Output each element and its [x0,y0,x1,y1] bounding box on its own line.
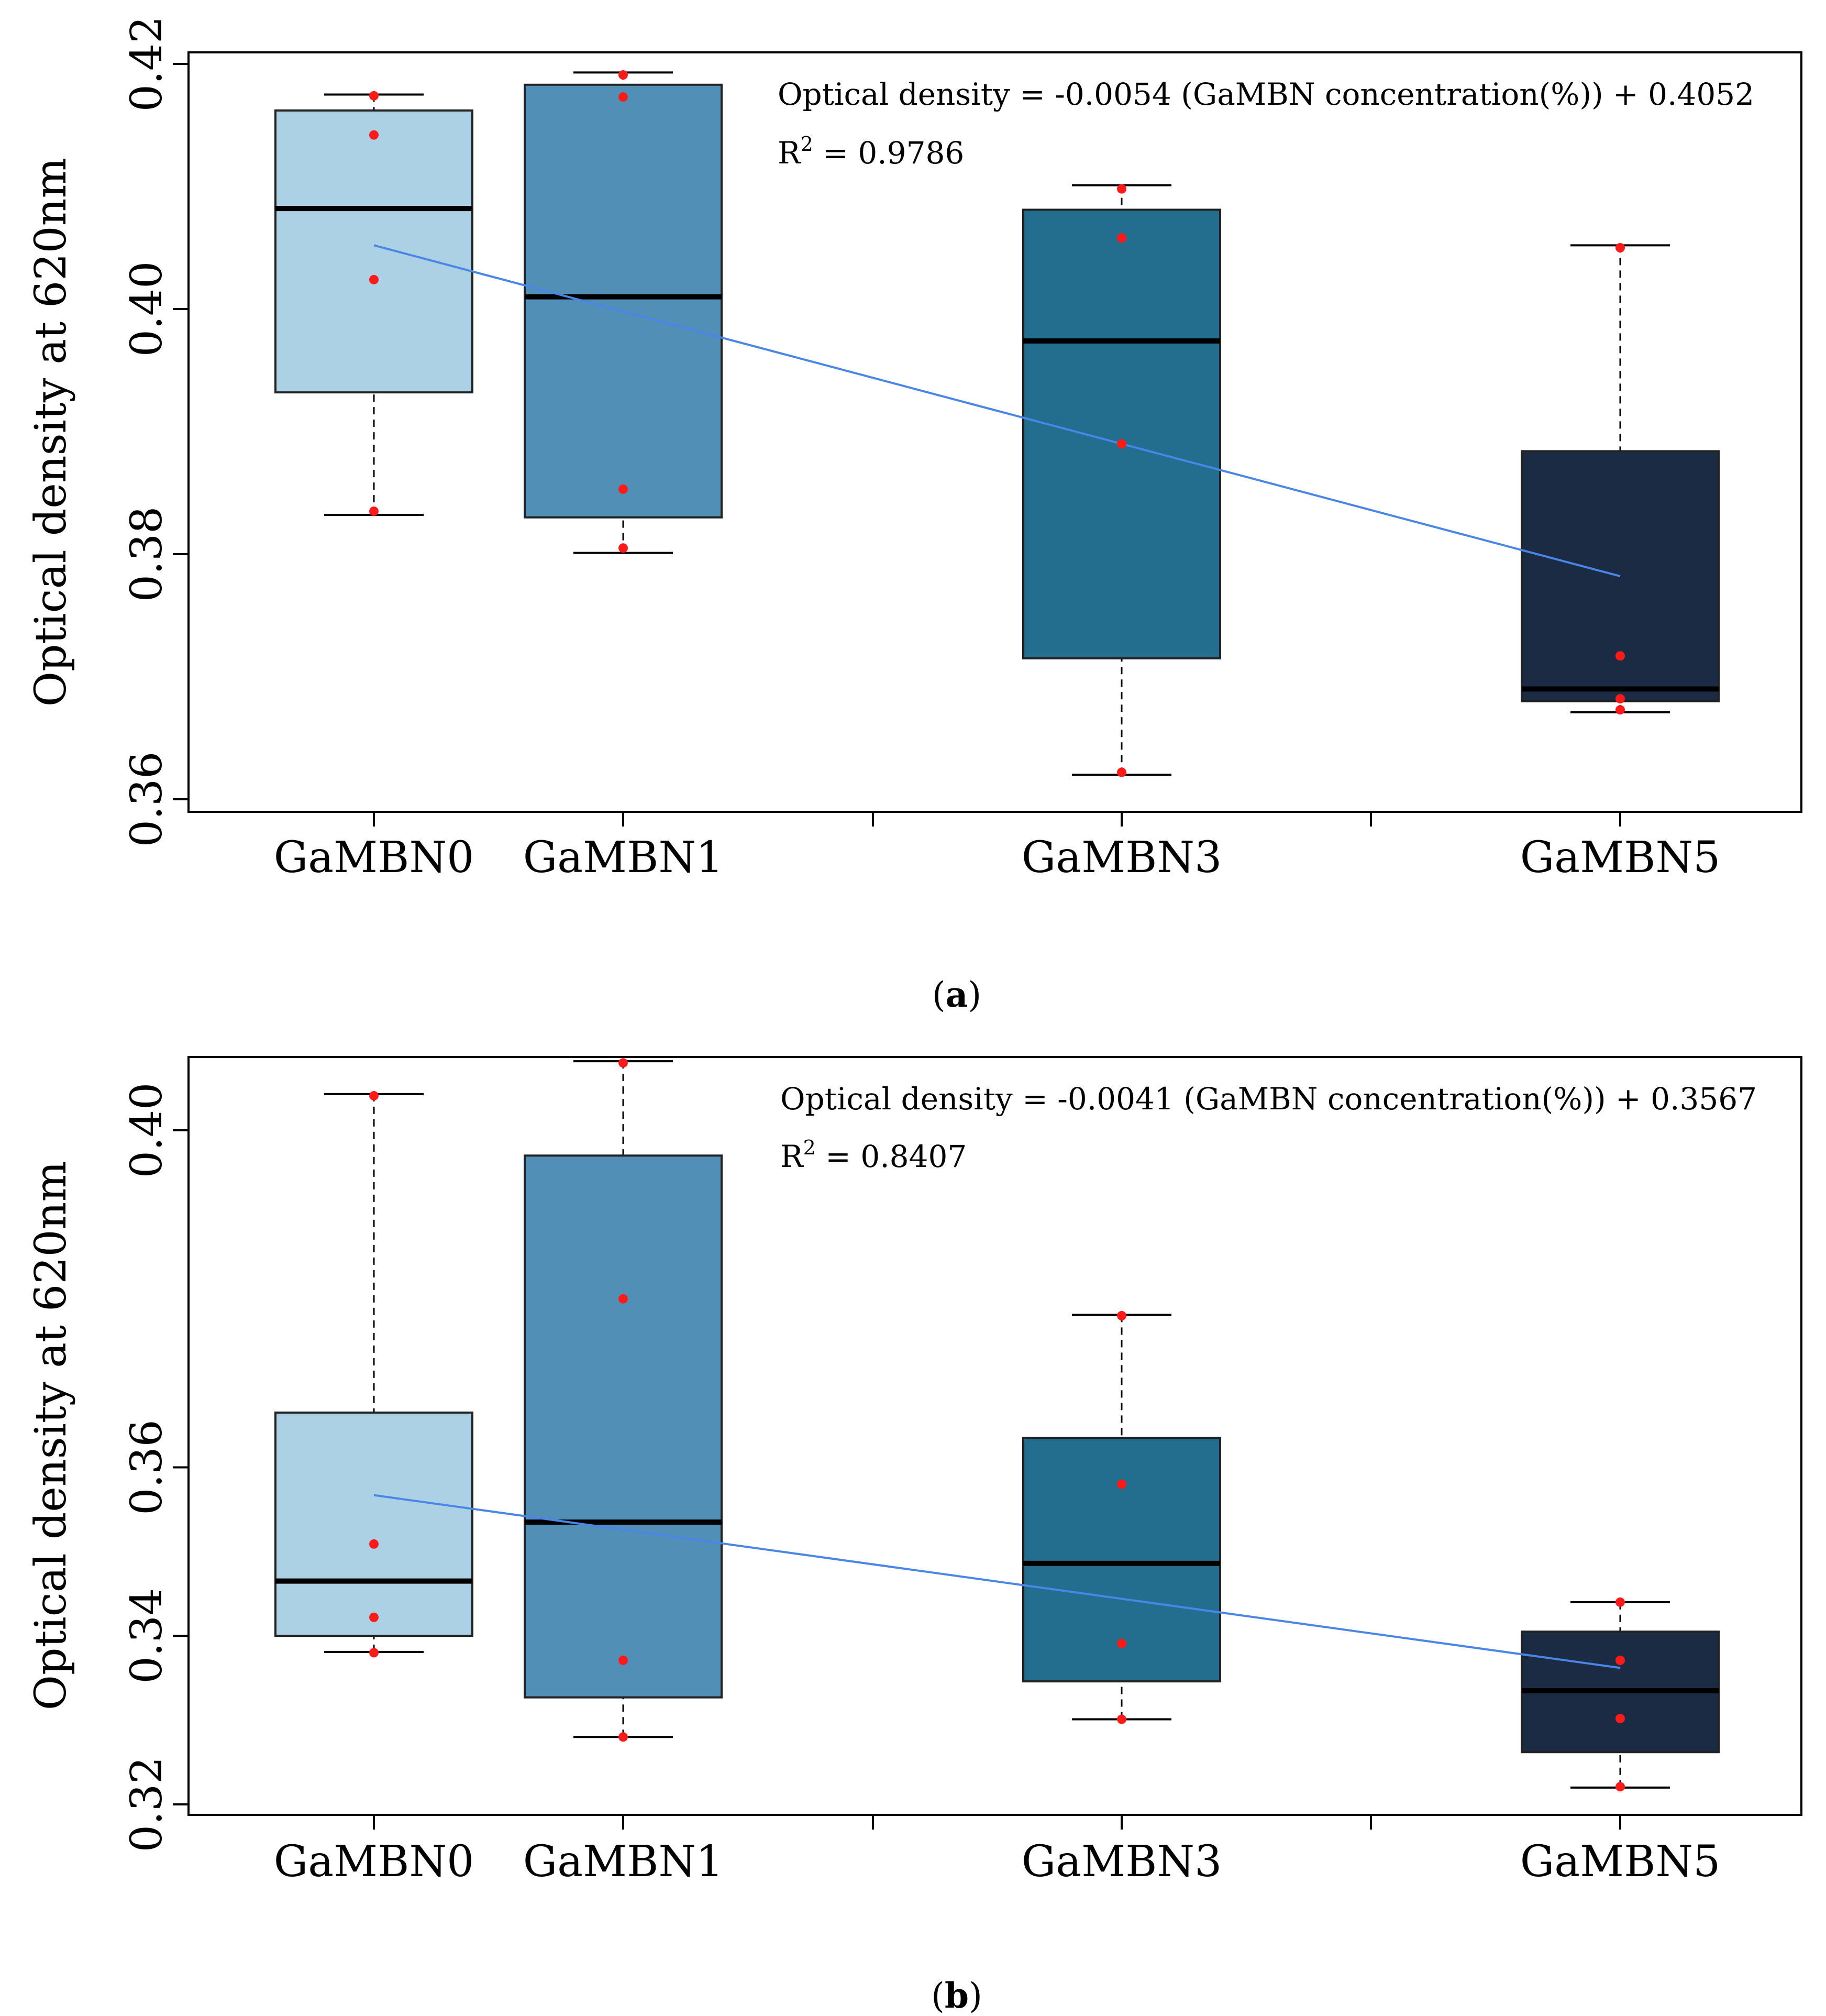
data-point [1117,1714,1126,1724]
data-point [618,1058,628,1068]
data-point [1615,1655,1625,1665]
regression-equation: Optical density = -0.0041 (GaMBN concent… [780,1081,1757,1117]
y-tick-label: 0.32 [122,1757,172,1853]
data-point [1117,767,1126,777]
data-point [1615,1713,1625,1723]
data-point [1117,233,1126,243]
data-point [369,1091,379,1101]
panel-a: 0.36 0.38 0.40 0.42 GaMBN0 GaMBN1 GaMBN3 GaMBN5… [26,16,1802,1015]
plot-frame [187,1056,1802,1816]
y-tick-label: 0.40 [122,1083,172,1178]
data-point [1615,651,1625,661]
data-point [369,1539,379,1549]
data-point [1117,1638,1126,1648]
box-gambn3 [1022,208,1221,659]
y-axis-title: Optical density at 620nm [26,158,76,707]
data-point [618,543,628,553]
y-tick-label: 0.36 [122,1419,172,1515]
box-gambn0 [274,109,473,394]
data-point [369,130,379,140]
x-tick-label: GaMBN1 [523,833,724,883]
regression-line [373,1494,1621,1669]
y-axis-title: Optical density at 620nm [26,1161,76,1710]
data-point [1117,439,1126,449]
data-point [618,484,628,494]
data-point [1615,243,1625,252]
data-point [1117,184,1126,194]
y-tick-label: 0.40 [122,261,172,357]
x-tick-label: GaMBN5 [1520,1837,1721,1887]
x-tick-label: GaMBN0 [274,1837,474,1887]
data-point [369,91,379,101]
data-point [1615,1597,1625,1607]
regression-line [373,244,1621,578]
plot-frame [187,51,1802,813]
data-point [1117,1310,1126,1320]
data-point [369,1612,379,1622]
data-point [1615,694,1625,704]
data-point [618,1294,628,1304]
regression-equation: Optical density = -0.0054 (GaMBN concent… [778,76,1754,112]
y-tick-label: 0.36 [122,752,172,847]
data-point [618,1732,628,1742]
y-tick-label: 0.38 [122,506,172,602]
x-tick-label: GaMBN3 [1022,833,1222,883]
r-squared: R2 = 0.9786 [778,133,964,171]
data-point [369,506,379,516]
x-tick-label: GaMBN1 [523,1837,724,1887]
r-squared: R2 = 0.8407 [780,1136,967,1174]
y-tick-label: 0.34 [122,1588,172,1684]
box-gambn0 [274,1411,473,1637]
data-point [1615,1782,1625,1792]
y-tick-label: 0.42 [122,16,172,112]
data-point [1615,705,1625,715]
data-point [618,1655,628,1665]
data-point [618,70,628,80]
box-gambn1 [524,1154,723,1699]
panel-b: 0.32 0.34 0.36 0.40 GaMBN0 GaMBN1 GaMBN3 GaMBN5… [26,1056,1802,2016]
x-tick-label: GaMBN0 [274,833,474,883]
panel-label: (b) [931,1975,982,2016]
data-point [369,1648,379,1658]
data-point [1117,1479,1126,1489]
data-point [369,274,379,284]
box-gambn1 [524,83,723,519]
x-tick-label: GaMBN3 [1022,1837,1222,1887]
x-tick-label: GaMBN5 [1520,833,1721,883]
data-point [618,92,628,102]
panel-label: (a) [932,974,981,1015]
